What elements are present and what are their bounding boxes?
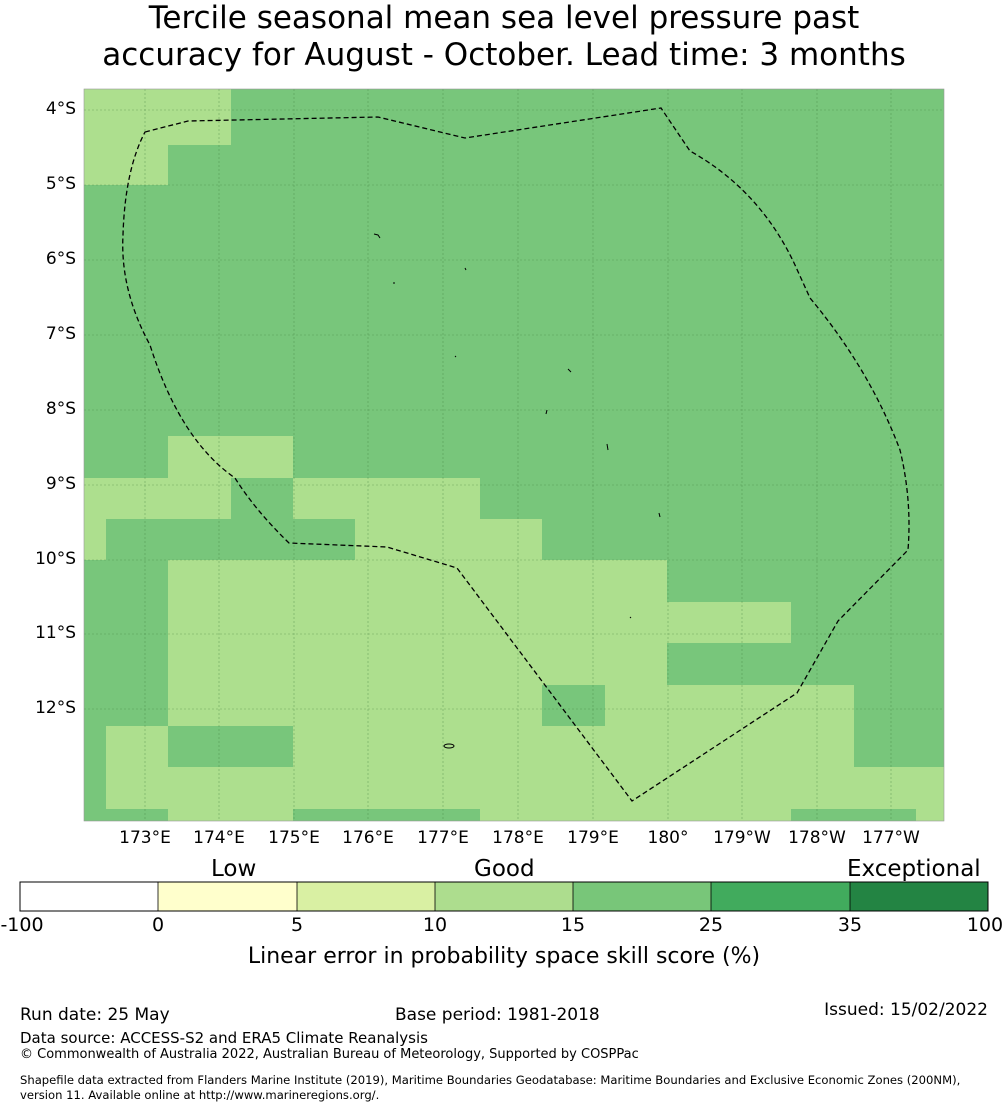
base-period: Base period: 1981-2018 — [395, 1005, 600, 1025]
skill-cell — [355, 519, 542, 560]
skill-cell — [293, 478, 480, 519]
island — [454, 355, 457, 358]
lat-label: 11°S — [35, 623, 76, 643]
island — [658, 512, 661, 518]
eez-boundary — [122, 107, 910, 802]
skill-cell — [84, 519, 106, 560]
skill-cell — [168, 726, 293, 767]
lon-label: 175°E — [268, 828, 320, 848]
skill-cell — [667, 602, 791, 643]
colorbar-tick: 15 — [560, 914, 586, 936]
data-source: Data source: ACCESS-S2 and ERA5 Climate … — [20, 1029, 428, 1047]
colorbar-segment — [711, 882, 850, 911]
category-exceptional: Exceptional — [847, 856, 981, 882]
lat-label: 6°S — [45, 249, 76, 269]
map-frame — [83, 88, 945, 822]
title-line-2: accuracy for August - October. Lead time… — [102, 37, 906, 73]
colorbar-tick: 35 — [837, 914, 863, 936]
lat-label: 8°S — [45, 399, 76, 419]
skill-cell — [168, 436, 293, 478]
colorbar-segment — [573, 882, 711, 911]
island — [629, 616, 632, 619]
category-low: Low — [211, 856, 257, 882]
lat-label: 4°S — [45, 99, 76, 119]
island — [373, 233, 381, 239]
lon-label: 179°W — [713, 828, 771, 848]
island — [606, 443, 609, 451]
chart-title: Tercile seasonal mean sea level pressure… — [0, 0, 1008, 74]
shapefile-credit-1: Shapefile data extracted from Flanders M… — [20, 1073, 961, 1087]
lat-label: 5°S — [45, 174, 76, 194]
copyright: © Commonwealth of Australia 2022, Austra… — [20, 1047, 639, 1062]
skill-cell — [916, 809, 944, 821]
graticule — [84, 89, 944, 821]
colorbar-segment — [850, 882, 988, 911]
category-good: Good — [474, 856, 535, 882]
lon-label: 173°E — [119, 828, 171, 848]
colorbar-label: Linear error in probability space skill … — [247, 944, 761, 969]
colorbar-tick: 25 — [698, 914, 724, 936]
run-date: Run date: 25 May — [20, 1005, 170, 1025]
colorbar-tick: 10 — [422, 914, 448, 936]
skill-cell — [84, 145, 168, 185]
colorbar-segment — [20, 882, 158, 911]
island — [443, 743, 455, 749]
colorbar-segment — [158, 882, 297, 911]
lon-label: 174°E — [193, 828, 245, 848]
colorbar-segment — [435, 882, 573, 911]
issued-date: Issued: 15/02/2022 — [824, 1000, 988, 1020]
lon-label: 179°E — [567, 828, 619, 848]
skill-grid — [84, 89, 944, 821]
colorbar-tick: 5 — [290, 914, 304, 936]
lon-label: 176°E — [342, 828, 394, 848]
colorbar — [19, 881, 989, 912]
island — [464, 267, 467, 271]
lon-label: 177°W — [862, 828, 920, 848]
shapefile-credit-2: version 11. Available online at http://w… — [20, 1088, 380, 1102]
title-line-1: Tercile seasonal mean sea level pressure… — [148, 0, 860, 36]
skill-cell — [84, 89, 231, 145]
skill-cell — [106, 767, 944, 809]
lon-label: 178°E — [492, 828, 544, 848]
skill-cell — [84, 478, 231, 519]
skill-cell — [667, 685, 854, 726]
island — [545, 409, 548, 415]
lat-label: 7°S — [45, 324, 76, 344]
islands — [373, 233, 661, 749]
skill-cell — [542, 685, 605, 726]
colorbar-tick: 0 — [151, 914, 165, 936]
lon-label: 177°E — [417, 828, 469, 848]
lat-label: 9°S — [45, 474, 76, 494]
lon-label: 180° — [647, 828, 689, 848]
lat-label: 12°S — [35, 698, 76, 718]
island — [567, 368, 572, 373]
skill-cell — [480, 809, 791, 821]
colorbar-segment — [297, 882, 435, 911]
skill-cell — [168, 809, 293, 821]
colorbar-tick: 100 — [966, 914, 1004, 936]
lon-label: 178°W — [788, 828, 846, 848]
lat-label: 10°S — [35, 549, 76, 569]
colorbar-tick: -100 — [0, 914, 44, 936]
